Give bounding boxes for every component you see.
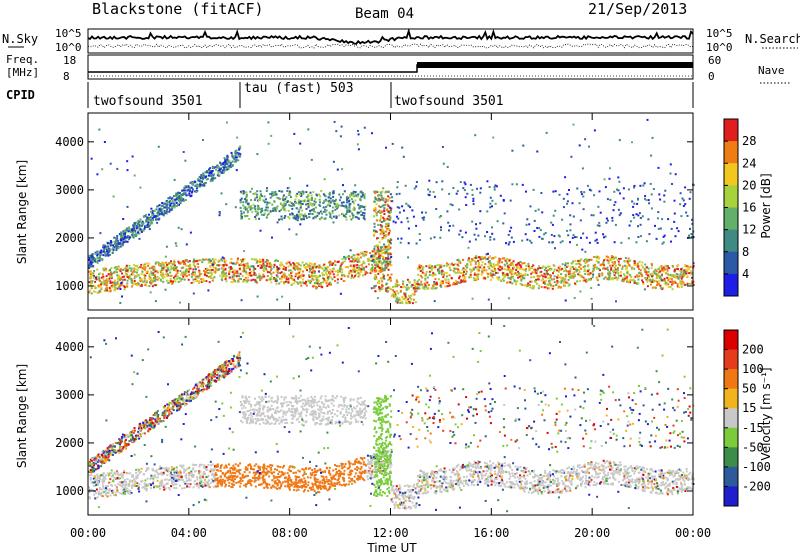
nave-tick-top: 60 bbox=[708, 54, 721, 67]
freq-unit: [MHz] bbox=[6, 66, 39, 79]
cpid-segment-3: twofsound 3501 bbox=[394, 94, 504, 109]
velocity-colorbar-swatch bbox=[724, 349, 738, 370]
nave-label: Nave bbox=[758, 64, 785, 77]
velocity-panel: 1000 2000 3000 4000 Slant Range [km] bbox=[15, 317, 695, 516]
power-colorbar-tick-label: 16 bbox=[742, 201, 756, 215]
noise-right-tick-bottom: 10^0 bbox=[706, 41, 733, 54]
velocity-ylabel: Slant Range [km] bbox=[15, 364, 29, 468]
beam-title: Beam 04 bbox=[355, 6, 414, 22]
y-tick-label: 1000 bbox=[55, 484, 84, 498]
power-data bbox=[88, 118, 695, 305]
noise-right-tick-top: 10^5 bbox=[706, 27, 733, 40]
power-colorbar-tick-label: 24 bbox=[742, 156, 756, 170]
velocity-colorbar-tick-label: 100 bbox=[742, 362, 764, 376]
power-y-axis: 1000 2000 3000 4000 bbox=[55, 135, 693, 293]
power-panel: 1000 2000 3000 4000 Slant Range [km] bbox=[15, 112, 695, 311]
x-axis-label: Time UT bbox=[366, 541, 417, 554]
velocity-colorbar-swatch bbox=[724, 486, 738, 507]
power-colorbar-label: Power [dB] bbox=[759, 173, 773, 238]
velocity-colorbar-tick-label: -100 bbox=[742, 460, 771, 474]
x-tick-label: 08:00 bbox=[272, 526, 308, 540]
x-tick-label: 00:00 bbox=[70, 526, 106, 540]
station-title: Blackstone (fitACF) bbox=[92, 0, 264, 18]
power-colorbar-tick-label: 4 bbox=[742, 267, 749, 281]
power-colorbar-swatch bbox=[724, 141, 738, 164]
power-colorbar-tick-label: 28 bbox=[742, 134, 756, 148]
velocity-colorbar-swatch bbox=[724, 466, 738, 487]
velocity-colorbar-swatch bbox=[724, 369, 738, 390]
y-tick-label: 4000 bbox=[55, 340, 84, 354]
y-tick-label: 3000 bbox=[55, 388, 84, 402]
velocity-colorbar-label: Velocity [m s⁻¹] bbox=[759, 367, 773, 460]
velocity-colorbar-swatch bbox=[724, 330, 738, 351]
velocity-colorbar-swatch bbox=[724, 388, 738, 409]
date-title: 21/Sep/2013 bbox=[588, 0, 687, 18]
noise-left-tick-bottom: 10^0 bbox=[55, 41, 82, 54]
power-colorbar-swatch bbox=[724, 229, 738, 253]
y-tick-label: 2000 bbox=[55, 231, 84, 245]
noise-left-tick-top: 10^5 bbox=[55, 27, 82, 40]
x-tick-label: 16:00 bbox=[473, 526, 509, 540]
velocity-colorbar-tick-label: -15 bbox=[742, 421, 764, 435]
velocity-colorbar-swatch bbox=[724, 447, 738, 468]
noise-sky-trace bbox=[87, 27, 694, 45]
velocity-colorbar-tick-label: -200 bbox=[742, 479, 771, 493]
velocity-colorbar-tick-label: -50 bbox=[742, 440, 764, 454]
y-tick-label: 1000 bbox=[55, 279, 84, 293]
x-tick-label: 04:00 bbox=[171, 526, 207, 540]
velocity-data bbox=[88, 324, 695, 513]
power-colorbar-swatch bbox=[724, 185, 738, 208]
power-colorbar-swatch bbox=[724, 273, 738, 297]
y-tick-label: 3000 bbox=[55, 183, 84, 197]
velocity-colorbar: 200 100 50 15 -15 -50 -100 -200 bbox=[723, 329, 771, 507]
freq-tick-bottom: 8 bbox=[63, 70, 70, 83]
power-ylabel: Slant Range [km] bbox=[15, 160, 29, 264]
power-colorbar-swatch bbox=[724, 163, 738, 186]
velocity-colorbar-swatch bbox=[724, 427, 738, 448]
cpid-segment-1: twofsound 3501 bbox=[93, 94, 203, 109]
velocity-colorbar-tick-label: 15 bbox=[742, 401, 756, 415]
power-colorbar-swatch bbox=[724, 207, 738, 231]
freq-tick-top: 18 bbox=[63, 54, 76, 67]
cpid-segment-2: tau (fast) 503 bbox=[244, 81, 354, 96]
velocity-colorbar-tick-label: 50 bbox=[742, 382, 756, 396]
freq-label: Freq. bbox=[6, 53, 39, 66]
nave-tick-bottom: 0 bbox=[708, 70, 715, 83]
power-colorbar-tick-label: 8 bbox=[742, 245, 749, 259]
noise-left-label: N.Sky bbox=[2, 32, 38, 46]
velocity-colorbar-tick-label: 200 bbox=[742, 343, 764, 357]
power-colorbar-tick-label: 20 bbox=[742, 178, 756, 192]
nave-high-band bbox=[417, 62, 693, 68]
frequency-panel: Freq. [MHz] 18 8 60 0 Nave bbox=[6, 53, 790, 84]
velocity-colorbar-frame bbox=[723, 329, 739, 507]
x-tick-label: 20:00 bbox=[574, 526, 610, 540]
noise-right-label: N.Search bbox=[745, 32, 800, 46]
x-tick-label: 00:00 bbox=[675, 526, 711, 540]
velocity-y-axis: 1000 2000 3000 4000 bbox=[55, 340, 693, 498]
y-tick-label: 2000 bbox=[55, 436, 84, 450]
noise-panel: N.Sky 10^5 10^0 10^5 10^0 N.Search bbox=[2, 27, 800, 54]
power-colorbar-swatch bbox=[724, 251, 738, 275]
power-colorbar-swatch bbox=[724, 119, 738, 142]
noise-search-trace bbox=[87, 43, 694, 49]
cpid-label: CPID bbox=[6, 88, 35, 102]
y-tick-label: 4000 bbox=[55, 135, 84, 149]
cpid-row: CPID twofsound 3501 tau (fast) 503 twofs… bbox=[6, 81, 694, 109]
x-tick-label: 12:00 bbox=[372, 526, 408, 540]
power-colorbar-tick-label: 12 bbox=[742, 223, 756, 237]
velocity-colorbar-swatch bbox=[724, 408, 738, 429]
power-colorbar: 4 8 12 16 20 24 28 bbox=[723, 118, 756, 297]
time-axis: 00:00 04:00 08:00 12:00 16:00 20:00 00:00 bbox=[70, 113, 711, 540]
